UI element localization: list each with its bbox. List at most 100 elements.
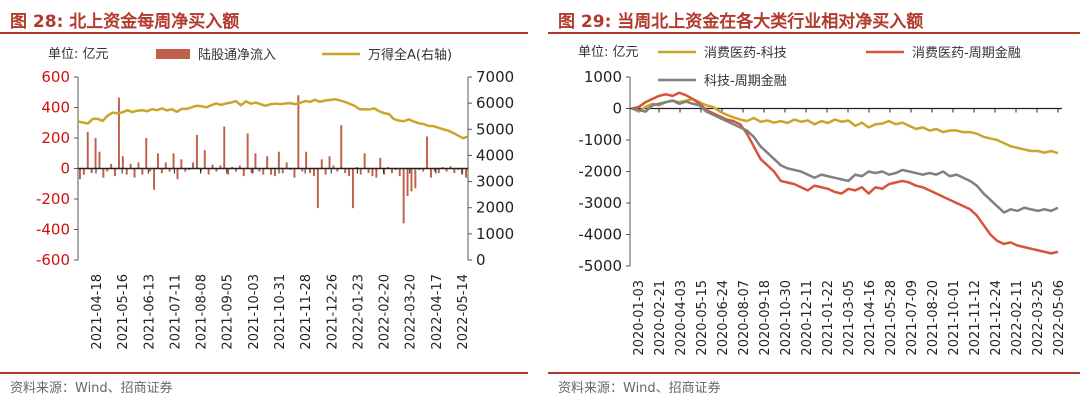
bar-mark <box>250 168 253 174</box>
x-tick-label: 2021-11-12 <box>968 280 983 356</box>
y-tick-label: 0 <box>612 100 622 118</box>
x-tick-label: 2020-12-11 <box>800 280 815 356</box>
bar-mark <box>102 168 105 178</box>
bar-mark <box>231 166 234 169</box>
x-tick-label: 2021-07-11 <box>168 274 183 350</box>
bar-mark <box>254 153 257 169</box>
bar-mark <box>418 168 421 171</box>
bar-mark <box>266 156 269 169</box>
bar-mark <box>297 95 300 169</box>
x-tick-label: 2021-06-13 <box>142 274 157 350</box>
bar-mark <box>215 168 218 172</box>
bar-mark <box>277 151 280 169</box>
right-y-tick-label: 6000 <box>476 94 514 112</box>
right-source-rule <box>548 372 1080 374</box>
bar-mark <box>141 168 144 175</box>
right-y-tick-label: 5000 <box>476 120 514 138</box>
line-mark-consumer-cyclical <box>631 91 1059 255</box>
x-tick-label: 2020-09-18 <box>758 280 773 356</box>
bar-mark <box>371 168 374 177</box>
bar-mark <box>86 131 89 169</box>
x-tick-label: 2022-03-20 <box>404 274 419 350</box>
bar-mark <box>305 151 308 169</box>
bar-mark <box>367 168 370 174</box>
bar-mark <box>363 153 366 169</box>
x-tick-label: 2021-10-03 <box>247 274 262 350</box>
x-tick-label: 2021-12-26 <box>325 274 340 350</box>
bar-mark <box>110 163 113 169</box>
bar-mark <box>449 166 452 169</box>
x-tick-label: 2021-04-18 <box>90 274 105 350</box>
bar-mark <box>184 168 187 172</box>
legend-label-consumer-cyclical: 消费医药-周期金融 <box>912 45 1021 61</box>
x-tick-label: 2020-05-15 <box>695 280 710 356</box>
bar-mark <box>348 168 351 177</box>
bar-mark <box>129 163 132 169</box>
legend-label-tech-cyclical: 科技-周期金融 <box>704 73 787 89</box>
bar-mark <box>180 159 183 169</box>
x-tick-label: 2022-02-11 <box>1010 280 1025 356</box>
x-tick-label: 2022-04-17 <box>430 274 445 350</box>
bar-mark <box>106 168 109 172</box>
bar-mark <box>312 168 315 177</box>
left-y-tick-label: 0 <box>60 160 70 178</box>
bar-mark <box>258 168 261 172</box>
bar-mark <box>433 168 436 172</box>
x-tick-label: 2021-04-16 <box>863 280 878 356</box>
bar-mark <box>227 168 230 175</box>
x-tick-label: 2021-08-20 <box>926 280 941 356</box>
bar-mark <box>309 168 312 174</box>
bar-mark <box>320 159 323 169</box>
bar-mark <box>390 168 393 174</box>
bar-mark <box>359 168 362 175</box>
bar-mark <box>211 164 214 169</box>
legend-swatch-bar <box>156 49 190 59</box>
bar-mark <box>223 126 226 169</box>
bar-mark <box>383 168 386 175</box>
right-chart-panel: 图 29: 当周北上资金在各大类行业相对净买入额 单位: 亿元 消费医药-科技 消费… <box>548 0 1080 404</box>
left-y-tick-label: 600 <box>41 68 70 86</box>
x-tick-label: 2021-12-24 <box>989 280 1004 356</box>
x-tick-label: 2021-08-08 <box>195 274 210 350</box>
legend-label-bar: 陆股通净流入 <box>198 47 276 63</box>
bar-mark <box>273 168 276 177</box>
x-tick-label: 2020-01-03 <box>632 280 647 356</box>
x-tick-label: 2020-10-30 <box>779 280 794 356</box>
x-tick-label: 2022-01-23 <box>351 274 366 350</box>
left-y-tick-label: 400 <box>41 99 70 117</box>
bar-mark <box>281 168 284 174</box>
bar-mark <box>188 168 191 171</box>
bar-mark <box>375 168 378 178</box>
y-tick-label: -3000 <box>578 194 622 212</box>
bar-mark <box>441 166 444 169</box>
x-tick-label: 2021-09-05 <box>221 274 236 350</box>
right-y-tick-label: 3000 <box>476 173 514 191</box>
x-tick-label: 2021-01-22 <box>821 280 836 356</box>
bar-mark <box>176 168 179 180</box>
bar-mark <box>168 168 171 172</box>
y-tick-label: -5000 <box>578 257 622 275</box>
bar-mark <box>137 162 140 169</box>
x-tick-label: 2021-10-01 <box>947 280 962 356</box>
x-tick-label: 2022-05-14 <box>456 274 471 350</box>
right-y-tick-label: 0 <box>476 251 486 269</box>
bar-mark <box>351 168 354 209</box>
bar-mark <box>355 166 358 169</box>
bar-mark <box>160 168 163 174</box>
bar-mark <box>387 166 390 169</box>
bar-mark <box>125 168 128 175</box>
bar-mark <box>429 168 432 178</box>
bar-mark <box>78 168 81 180</box>
left-y-tick-label: -200 <box>36 190 70 208</box>
x-tick-label: 2022-03-25 <box>1031 280 1046 356</box>
x-tick-label: 2020-06-24 <box>716 280 731 356</box>
left-title-rule <box>0 32 528 34</box>
left-source-rule <box>0 372 528 374</box>
bar-mark <box>149 168 152 172</box>
bar-mark <box>262 168 265 175</box>
right-y-tick-label: 4000 <box>476 146 514 164</box>
bar-mark <box>422 168 425 172</box>
bar-mark <box>90 168 93 174</box>
bar-mark <box>153 168 156 190</box>
